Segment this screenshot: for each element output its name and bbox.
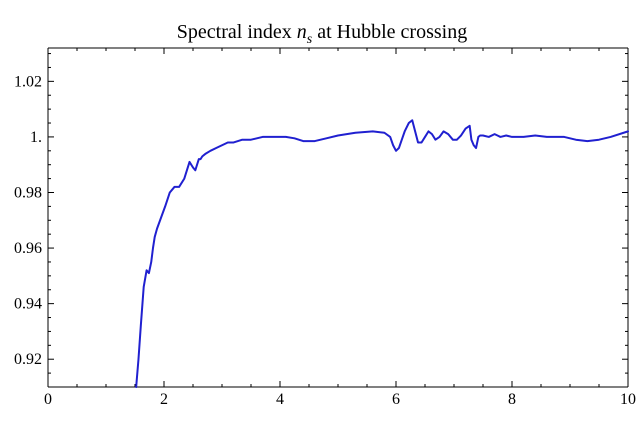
y-tick-label: 0.98 [14, 184, 42, 201]
title-symbol: n [297, 21, 307, 43]
tick-labels: 0 2 4 6 8 10 0.92 0.94 0.96 0.98 1. 1.02 [14, 73, 636, 408]
title-subscript: s [307, 32, 313, 47]
x-tick-label: 0 [44, 391, 52, 408]
series-line [135, 119, 629, 388]
title-suffix: at Hubble crossing [312, 21, 467, 43]
axes [47, 47, 629, 388]
x-tick-label: 8 [508, 391, 516, 408]
x-tick-label: 4 [276, 391, 284, 408]
y-tick-label: 0.92 [14, 351, 42, 368]
title-prefix: Spectral index [177, 21, 297, 43]
y-tick-label: 0.94 [14, 296, 42, 313]
y-tick-label: 1. [30, 129, 42, 146]
x-tick-label: 6 [392, 391, 400, 408]
x-tick-label: 10 [620, 391, 636, 408]
chart-title: Spectral index ns at Hubble crossing [177, 21, 467, 47]
tick-marks [47, 48, 629, 388]
series-lines [135, 119, 629, 388]
y-tick-label: 0.96 [14, 240, 42, 257]
x-tick-label: 2 [160, 391, 168, 408]
y-tick-label: 1.02 [14, 73, 42, 90]
